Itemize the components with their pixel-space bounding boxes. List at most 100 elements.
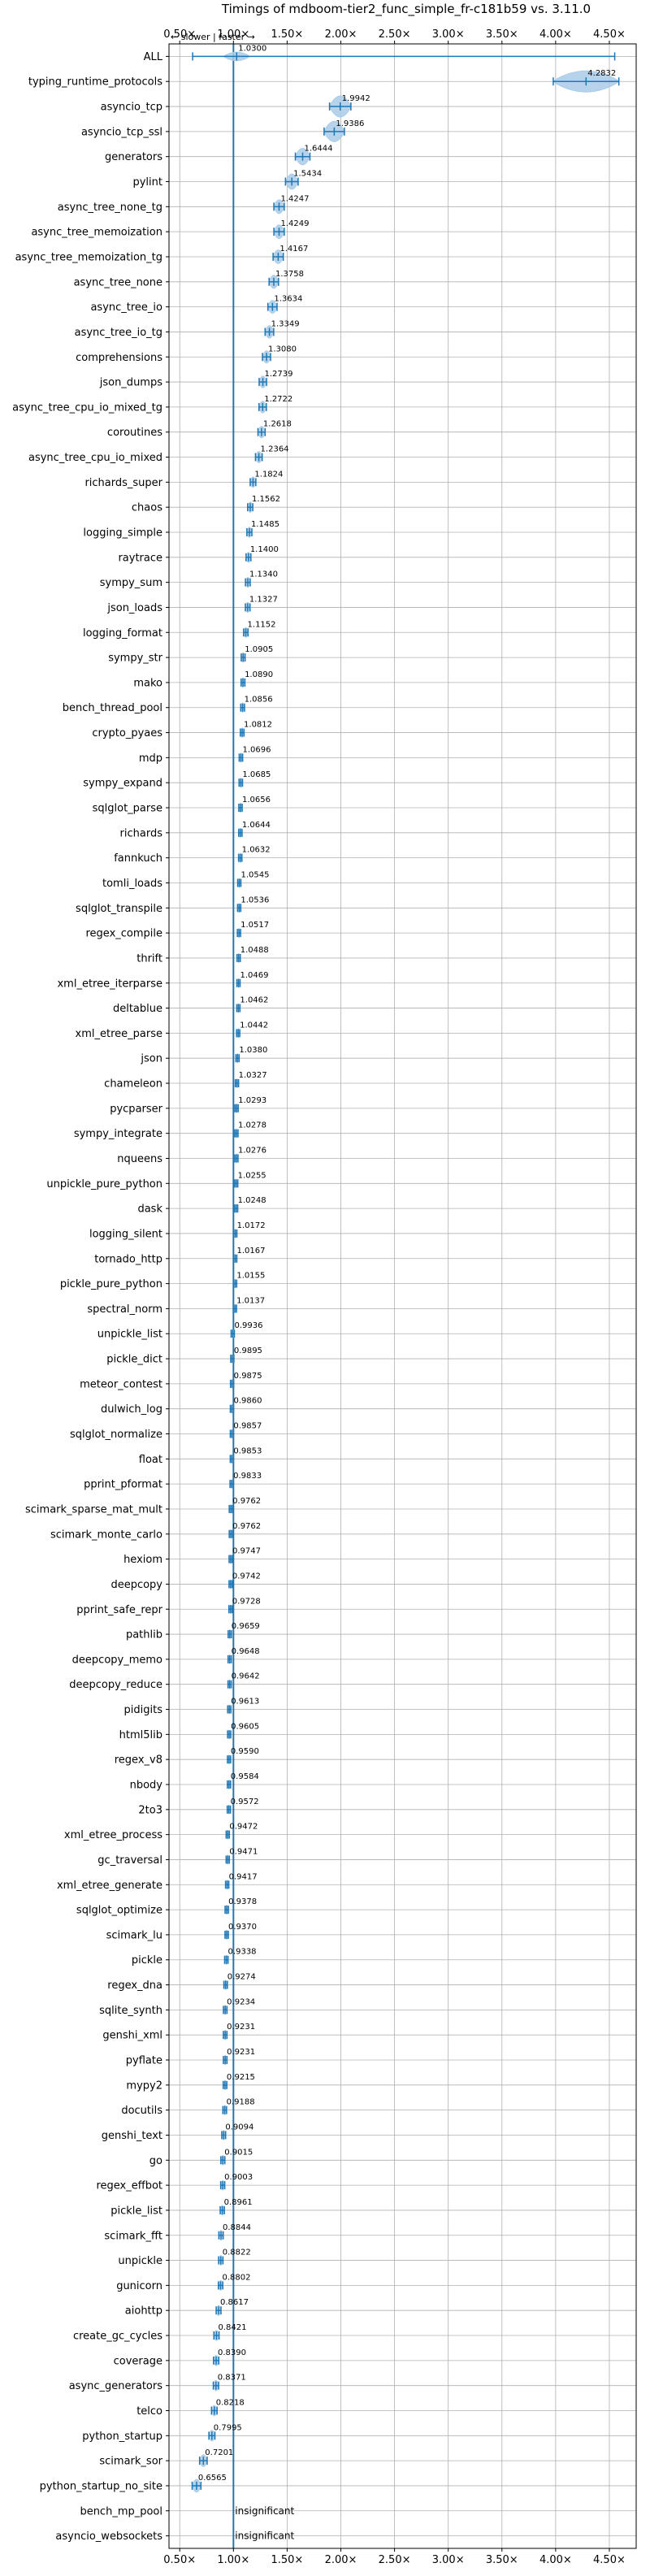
benchmark-name-label: xml_etree_generate	[57, 1880, 162, 1892]
value-label: 0.9728	[232, 1597, 261, 1606]
benchmark-name-label: generators	[105, 151, 162, 163]
value-label: 1.0137	[236, 1296, 265, 1305]
value-label: 0.9742	[232, 1572, 261, 1581]
benchmark-name-label: pickle	[132, 1954, 162, 1967]
benchmark-name-label: python_startup	[82, 2431, 162, 2443]
value-label: 0.9590	[231, 1747, 259, 1756]
chart-title: Timings of mdboom-tier2_func_simple_fr-c…	[221, 2, 591, 17]
benchmark-name-label: pickle_dict	[106, 1354, 162, 1366]
benchmark-name-label: deltablue	[113, 1003, 162, 1015]
benchmark-name-label: xml_etree_parse	[76, 1028, 162, 1040]
benchmark-name-label: pidigits	[124, 1704, 163, 1716]
x-tick-label-top: 3.00×	[432, 28, 465, 41]
value-label: 1.5434	[293, 170, 322, 179]
benchmark-name-label: richards	[120, 827, 163, 839]
insignificant-label: insignificant	[235, 2505, 294, 2517]
x-tick-label-bottom: 4.00×	[540, 2554, 572, 2566]
benchmark-name-label: pickle_pure_python	[60, 1278, 162, 1290]
benchmark-name-label: unpickle	[118, 2255, 162, 2267]
benchmark-name-label: create_gc_cycles	[73, 2331, 162, 2343]
value-label: 0.9895	[234, 1347, 262, 1355]
value-label: 1.3758	[275, 270, 304, 279]
benchmark-name-label: sympy_expand	[83, 778, 162, 790]
benchmark-name-label: chameleon	[104, 1078, 162, 1091]
value-label: 0.9605	[231, 1722, 259, 1731]
benchmark-name-label: sympy_integrate	[74, 1128, 162, 1140]
benchmark-name-label: coroutines	[107, 427, 162, 439]
value-label: 1.1327	[249, 595, 278, 604]
value-label: 1.0856	[245, 696, 273, 705]
value-label: 0.9231	[227, 2048, 255, 2057]
value-label: 0.8961	[224, 2198, 253, 2207]
x-tick-label-top: 1.00×	[217, 28, 249, 41]
benchmark-name-label: mako	[133, 677, 162, 689]
value-label: 0.9860	[233, 1397, 262, 1406]
benchmark-name-label: html5lib	[119, 1729, 162, 1741]
benchmark-name-label: ALL	[144, 51, 163, 63]
benchmark-name-label: sqlglot_normalize	[70, 1429, 162, 1441]
benchmark-name-label: chaos	[132, 502, 162, 514]
benchmark-name-label: tomli_loads	[102, 878, 162, 890]
value-label: 0.9370	[228, 1923, 257, 1932]
value-label: 1.0545	[241, 870, 270, 879]
x-tick-label-bottom: 2.00×	[325, 2554, 358, 2566]
value-label: 1.1400	[250, 545, 279, 554]
value-label: 1.1152	[248, 620, 276, 629]
value-label: 1.1824	[254, 470, 283, 479]
benchmark-name-label: logging_simple	[83, 527, 162, 539]
x-tick-label-bottom: 3.00×	[432, 2554, 465, 2566]
value-label: 1.0469	[240, 971, 269, 980]
benchmark-name-label: raytrace	[118, 552, 162, 564]
benchmark-name-label: scimark_lu	[106, 1929, 162, 1941]
benchmark-name-label: regex_compile	[85, 928, 162, 940]
benchmark-name-label: deepcopy_reduce	[69, 1679, 162, 1691]
value-label: 0.9417	[229, 1872, 258, 1881]
benchmark-name-label: python_startup_no_site	[40, 2480, 162, 2492]
benchmark-name-label: nqueens	[117, 1153, 162, 1165]
benchmark-name-label: regex_effbot	[96, 2180, 162, 2192]
value-label: 1.9386	[336, 119, 364, 128]
benchmark-name-label: async_tree_memoization	[31, 227, 162, 239]
x-tick-label-bottom: 1.50×	[271, 2554, 303, 2566]
benchmark-name-label: sqlite_synth	[99, 2005, 162, 2017]
value-label: 0.9833	[233, 1472, 262, 1481]
value-label: 1.0255	[238, 1171, 266, 1180]
value-label: 1.1340	[249, 570, 278, 579]
value-label: 1.0536	[240, 896, 269, 904]
benchmark-name-label: async_tree_io_tg	[75, 327, 162, 339]
violin-layer	[191, 44, 620, 2548]
value-label: 0.8390	[218, 2348, 246, 2357]
value-label: 1.0172	[237, 1221, 266, 1230]
x-tick-label-bottom: 2.50×	[379, 2554, 411, 2566]
value-label: 1.6444	[304, 145, 332, 154]
benchmark-name-label: json_dumps	[99, 377, 162, 389]
benchmark-name-label: fannkuch	[114, 852, 162, 865]
value-label: 1.0488	[240, 946, 269, 955]
benchmark-name-label: pathlib	[126, 1629, 162, 1641]
value-label: 0.9572	[231, 1798, 259, 1806]
value-label: 1.1562	[252, 495, 280, 504]
value-label: 0.9853	[233, 1446, 262, 1455]
benchmark-name-label: bench_thread_pool	[63, 702, 162, 714]
value-label: 0.9094	[225, 2123, 254, 2131]
value-label: 0.9188	[227, 2098, 255, 2107]
value-label: 0.8822	[223, 2249, 251, 2257]
x-tick-label-top: 4.00×	[540, 28, 572, 41]
value-label: 1.0327	[239, 1071, 267, 1080]
benchmark-name-label: mypy2	[126, 2079, 162, 2092]
x-tick-label-top: 1.50×	[271, 28, 303, 41]
value-label: 0.9472	[229, 1823, 258, 1832]
benchmark-name-label: async_tree_cpu_io_mixed	[28, 452, 162, 464]
benchmark-name-label: asyncio_tcp_ssl	[81, 126, 162, 138]
value-label: 1.4249	[280, 219, 309, 228]
benchmark-name-label: regex_dna	[107, 1980, 162, 1992]
value-label: 0.8421	[218, 2323, 246, 2332]
benchmark-name-label: thrift	[136, 952, 162, 965]
benchmark-name-label: go	[150, 2155, 162, 2167]
value-label: 0.9857	[233, 1422, 262, 1431]
value-label: 0.9613	[231, 1698, 259, 1706]
x-tick-label-top: 3.50×	[486, 28, 518, 41]
insignificant-label: insignificant	[235, 2530, 294, 2542]
benchmark-name-label: coverage	[114, 2355, 162, 2367]
benchmark-name-label: crypto_pyaes	[92, 727, 162, 739]
